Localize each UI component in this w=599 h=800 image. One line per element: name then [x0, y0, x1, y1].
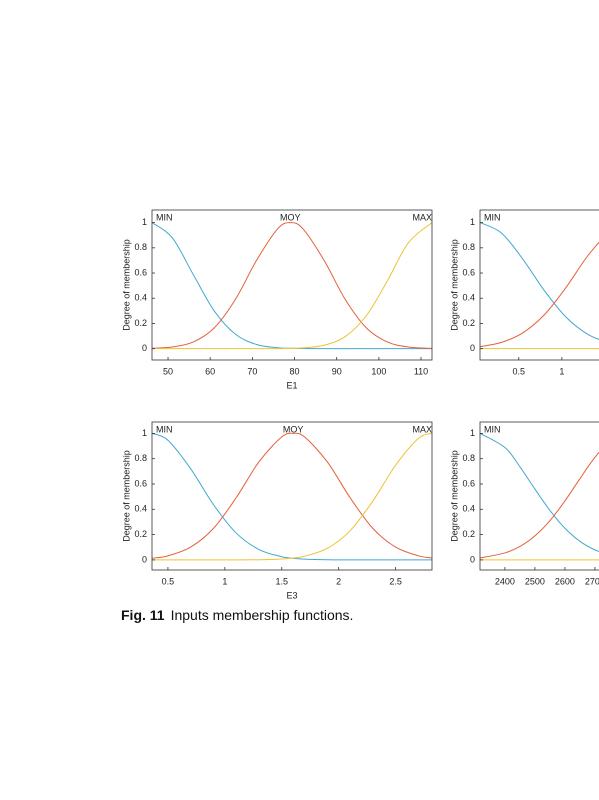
y-tick-label: 1 [470, 217, 475, 227]
plot-bg [152, 422, 432, 570]
x-tick-label: 50 [163, 366, 173, 376]
y-axis-label: Degree of membership [121, 239, 131, 331]
plot: MIN MOY MAX [152, 422, 432, 570]
x-tick-label: 1 [559, 366, 564, 376]
axes-box [479, 421, 599, 571]
x-axis-label: E1 [286, 380, 297, 390]
plot-bg [152, 210, 432, 360]
series-label: MOY [280, 212, 301, 222]
x-tick-label: 2400 [495, 576, 515, 586]
series-line [480, 241, 599, 348]
y-tick-label: 1 [142, 428, 147, 438]
y-tick-label: 0 [142, 554, 147, 564]
y-tick-label: 0.4 [462, 293, 475, 303]
axes-box [151, 421, 433, 571]
series-line [152, 432, 432, 561]
plot: MIN [480, 210, 599, 360]
series-label: MAX [412, 424, 432, 434]
x-tick-label: 2 [336, 576, 341, 586]
x-tick-label: 60 [205, 366, 215, 376]
series-label: MOY [283, 424, 304, 434]
x-tick-label: 2500 [525, 576, 545, 586]
series-label: MAX [412, 212, 432, 222]
y-tick-label: 0.6 [462, 267, 475, 277]
y-tick-label: 0.8 [462, 242, 475, 252]
x-tick-label: 70 [247, 366, 257, 376]
y-tick-label: 0.4 [134, 504, 147, 514]
y-tick-label: 0.2 [134, 318, 147, 328]
y-tick-label: 0.8 [134, 453, 147, 463]
y-tick-label: 0.2 [462, 318, 475, 328]
x-tick-label: 1 [222, 576, 227, 586]
y-tick-label: 0.4 [462, 504, 475, 514]
y-tick-label: 0 [142, 343, 147, 353]
y-tick-label: 0.6 [462, 478, 475, 488]
series-line [152, 222, 432, 350]
series-line [152, 222, 432, 349]
y-tick-label: 0 [470, 343, 475, 353]
caption-label: Fig. 11 [121, 607, 165, 623]
series-label: MIN [484, 424, 501, 434]
series-line [152, 432, 432, 559]
y-tick-label: 0.6 [134, 478, 147, 488]
y-tick-label: 0.2 [462, 529, 475, 539]
x-tick-label: 2700 [585, 576, 599, 586]
y-tick-label: 0 [470, 554, 475, 564]
x-tick-label: 2.5 [389, 576, 402, 586]
plot-bg [480, 210, 599, 360]
plot: MIN [480, 422, 599, 570]
y-axis-label: Degree of membership [449, 239, 459, 331]
x-tick-label: 0.5 [513, 366, 526, 376]
y-tick-label: 0.2 [134, 529, 147, 539]
series-line [480, 432, 599, 553]
x-tick-label: 90 [332, 366, 342, 376]
axes-box [479, 209, 599, 361]
series-label: MIN [156, 424, 173, 434]
x-tick-label: 80 [290, 366, 300, 376]
y-tick-label: 1 [470, 428, 475, 438]
y-axis-label: Degree of membership [449, 450, 459, 542]
axes-box [151, 209, 433, 361]
x-tick-label: 110 [414, 366, 428, 376]
y-tick-label: 0.8 [462, 453, 475, 463]
plot: MIN MOY MAX [152, 210, 432, 360]
caption-text: Inputs membership functions. [171, 607, 354, 623]
series-line [480, 451, 599, 559]
x-axis-label: E3 [286, 590, 297, 600]
caption: Fig. 11 Inputs membership functions. [121, 607, 353, 623]
x-tick-label: 100 [371, 366, 386, 376]
y-tick-label: 0.4 [134, 293, 147, 303]
y-axis-label: Degree of membership [121, 450, 131, 542]
y-tick-label: 0.8 [134, 242, 147, 252]
y-tick-label: 1 [142, 217, 147, 227]
series-line [480, 222, 599, 340]
x-tick-label: 0.5 [162, 576, 175, 586]
series-label: MIN [156, 212, 173, 222]
y-tick-label: 0.6 [134, 267, 147, 277]
x-tick-label: 2600 [555, 576, 575, 586]
x-tick-label: 1.5 [275, 576, 288, 586]
series-label: MIN [484, 212, 501, 222]
